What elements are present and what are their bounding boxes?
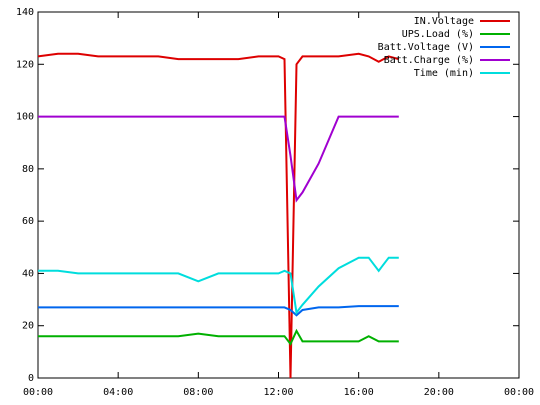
series-line — [38, 305, 399, 317]
x-tick-label: 00:00 — [504, 387, 534, 398]
series-line — [37, 52, 400, 379]
legend-label: IN.Voltage — [414, 16, 474, 27]
y-tick-label: 140 — [16, 7, 34, 18]
y-tick-label: 100 — [16, 112, 34, 123]
y-tick-label: 60 — [22, 216, 34, 227]
y-tick-label: 40 — [22, 268, 34, 279]
x-tick-label: 12:00 — [263, 387, 293, 398]
x-tick-label: 20:00 — [424, 387, 454, 398]
y-tick-label: 0 — [28, 373, 34, 384]
x-tick-label: 00:00 — [23, 387, 53, 398]
series-line — [38, 328, 399, 346]
legend-label: UPS.Load (%) — [402, 29, 474, 40]
legend-label: Time (min) — [414, 68, 474, 79]
series-line — [38, 115, 399, 203]
legend-label: Batt.Charge (%) — [384, 55, 474, 66]
x-tick-label: 16:00 — [344, 387, 374, 398]
x-tick-label: 08:00 — [183, 387, 213, 398]
y-tick-label: 120 — [16, 59, 34, 70]
plot-frame — [37, 11, 520, 379]
y-tick-label: 20 — [22, 321, 34, 332]
legend-label: Batt.Voltage (V) — [378, 42, 474, 53]
series-line — [38, 256, 399, 316]
x-tick-label: 04:00 — [103, 387, 133, 398]
y-tick-label: 80 — [22, 164, 34, 175]
